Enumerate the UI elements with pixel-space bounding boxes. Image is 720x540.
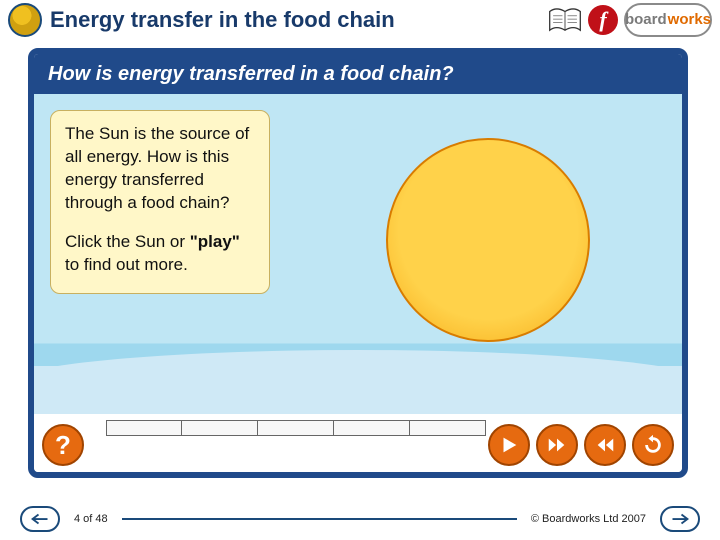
page-header: Energy transfer in the food chain f boar… bbox=[0, 0, 720, 40]
replay-button[interactable] bbox=[632, 424, 674, 466]
segment bbox=[106, 420, 182, 436]
logo-part-a: board bbox=[625, 11, 667, 28]
activity-controls: ? bbox=[34, 414, 682, 472]
progress-segments bbox=[106, 420, 486, 436]
instruction-p2a: Click the Sun or bbox=[65, 232, 190, 251]
instruction-p2: Click the Sun or "play" to find out more… bbox=[65, 231, 255, 277]
rewind-button[interactable] bbox=[584, 424, 626, 466]
fast-forward-button[interactable] bbox=[536, 424, 578, 466]
header-tools: f boardworks bbox=[548, 3, 712, 37]
segment bbox=[258, 420, 334, 436]
footer-rule bbox=[122, 518, 517, 520]
topic-icon bbox=[8, 3, 42, 37]
segment bbox=[182, 420, 258, 436]
activity-title: How is energy transferred in a food chai… bbox=[34, 54, 682, 94]
sun-button[interactable] bbox=[386, 138, 590, 342]
activity-frame: How is energy transferred in a food chai… bbox=[28, 48, 688, 478]
help-button[interactable]: ? bbox=[42, 424, 84, 466]
segment bbox=[410, 420, 486, 436]
play-button[interactable] bbox=[488, 424, 530, 466]
copyright: © Boardworks Ltd 2007 bbox=[525, 513, 652, 525]
glossary-icon[interactable] bbox=[548, 6, 582, 34]
brand-logo: boardworks bbox=[624, 3, 712, 37]
activity-scene: The Sun is the source of all energy. How… bbox=[34, 94, 682, 414]
playback-controls bbox=[488, 424, 674, 466]
page-indicator: 4 of 48 bbox=[68, 513, 114, 525]
instruction-p2b: to find out more. bbox=[65, 255, 188, 274]
page-title: Energy transfer in the food chain bbox=[50, 7, 540, 33]
flash-icon: f bbox=[588, 5, 618, 35]
segment bbox=[334, 420, 410, 436]
ground bbox=[34, 366, 682, 414]
slide-footer: 4 of 48 © Boardworks Ltd 2007 bbox=[0, 506, 720, 532]
instruction-p2-bold: "play" bbox=[190, 232, 240, 251]
instruction-p1: The Sun is the source of all energy. How… bbox=[65, 123, 255, 215]
instruction-box: The Sun is the source of all energy. How… bbox=[50, 110, 270, 294]
logo-part-b: works bbox=[668, 11, 711, 28]
prev-slide-button[interactable] bbox=[20, 506, 60, 532]
next-slide-button[interactable] bbox=[660, 506, 700, 532]
